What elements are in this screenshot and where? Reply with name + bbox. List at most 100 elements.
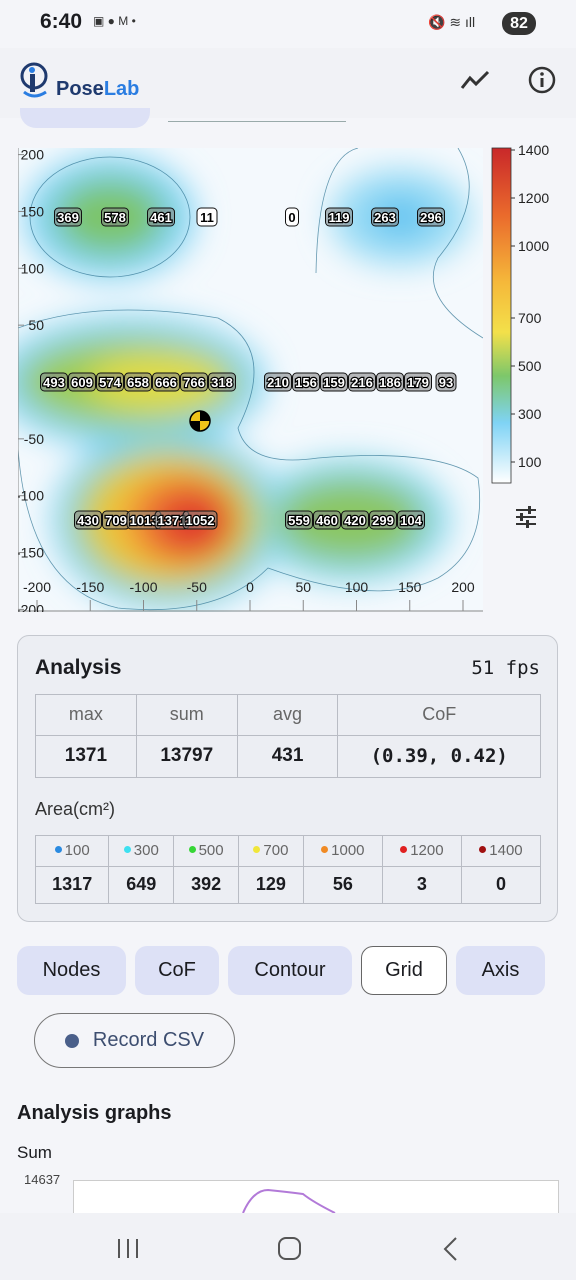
tune-icon[interactable]: [514, 506, 538, 528]
nav-icons[interactable]: [115, 1236, 465, 1262]
fps: 51 fps: [471, 657, 540, 679]
toggle-button[interactable]: Nodes: [17, 946, 126, 995]
node-value: 0: [288, 210, 295, 225]
x-tick-label: 200: [451, 579, 475, 595]
node-box: [264, 372, 292, 392]
y-tick-label: -50: [24, 431, 44, 447]
node-value: 93: [439, 375, 453, 390]
area-dot: [188, 846, 196, 854]
record-button[interactable]: Record CSV: [34, 1013, 235, 1068]
node-value: 609: [71, 375, 93, 390]
toggle-button[interactable]: Grid: [361, 946, 447, 995]
colorbar-label: 1000: [518, 238, 549, 254]
status-time: 6:40: [40, 10, 83, 33]
app-title: PoseLab: [56, 78, 139, 101]
toggle-button[interactable]: Axis: [456, 946, 545, 995]
node-box: [196, 207, 218, 227]
node-value: 559: [288, 513, 310, 528]
area-header: 100: [34, 835, 110, 867]
node-box: [54, 207, 82, 227]
node-value: 493: [43, 375, 65, 390]
y-tick-label: 50: [28, 317, 44, 333]
node-value: 461: [150, 210, 172, 225]
area-header-label: 1000: [331, 842, 365, 860]
node-box: [320, 372, 348, 392]
stats-header: avg: [236, 694, 339, 736]
sum-label: Sum: [17, 1143, 52, 1162]
app-logo: [20, 62, 48, 98]
node-box: [325, 207, 353, 227]
tab-pill[interactable]: [20, 108, 150, 128]
x-tick-label: 50: [295, 579, 311, 595]
node-value: 709: [105, 513, 127, 528]
info-icon[interactable]: [527, 65, 557, 95]
node-value: 1013: [130, 513, 159, 528]
toggle-button[interactable]: Contour: [228, 946, 352, 995]
node-value: 658: [127, 375, 149, 390]
area-dot: [400, 846, 408, 854]
x-tick-label: 150: [398, 579, 422, 595]
node-box: [101, 207, 129, 227]
contours: [18, 148, 483, 611]
node-box: [285, 207, 299, 227]
toggle-button[interactable]: CoF: [135, 946, 219, 995]
area-dot: [321, 846, 329, 854]
colorbar: 1400 1200 1000 700 500 300 100: [491, 144, 549, 484]
node-value: 159: [323, 375, 345, 390]
y-tick-label: 150: [21, 203, 45, 219]
node-box: [376, 372, 404, 392]
area-header: 1200: [381, 835, 462, 867]
colorbar-label: 500: [518, 358, 542, 374]
node-box: [397, 510, 425, 530]
x-tick-label: -100: [129, 579, 157, 595]
heatmap: -200 -150 -100 -50 0 50 100 150 200 200 150 100 50 -5…: [18, 148, 483, 612]
colorbar-label: 1200: [518, 190, 549, 206]
area-table: 100 300 500 700 1000 1200 1400 1317 649 392 129 56 3…: [34, 835, 542, 905]
y-tick-label: -100: [18, 488, 44, 504]
graphs-title: Analysis graphs: [17, 1102, 172, 1124]
x-tick-label: -150: [76, 579, 104, 595]
node-value: 210: [267, 375, 289, 390]
app-title-part: Lab: [103, 78, 140, 100]
area-value: 129: [238, 865, 304, 905]
colorbar-label: 100: [518, 454, 542, 470]
node-value: 179: [407, 375, 429, 390]
area-label: Area(cm²): [35, 799, 115, 819]
area-value: 3: [381, 865, 462, 905]
area-header-label: 500: [198, 842, 224, 860]
area-header-label: 700: [263, 842, 289, 860]
node-value: 369: [57, 210, 79, 225]
area-dot: [253, 846, 261, 854]
node-box: [74, 510, 102, 530]
area-value: 1317: [34, 865, 110, 905]
node-value: 263: [374, 210, 396, 225]
node-box: [182, 510, 218, 530]
area-header: 1400: [460, 835, 542, 867]
node-box: [348, 372, 376, 392]
stats-row: max sum avg CoF: [35, 694, 541, 736]
node-box: [40, 372, 68, 392]
node-box: [369, 510, 397, 530]
analysis-title: Analysis: [35, 656, 122, 679]
colorbar-gradient: [491, 147, 512, 484]
area-dot: [123, 846, 131, 854]
node-value: 299: [372, 513, 394, 528]
stats-value: (0.39, 0.42): [337, 734, 541, 779]
stats-header: sum: [135, 694, 238, 736]
node-value: 578: [104, 210, 126, 225]
node-box: [404, 372, 432, 392]
y-tick-label: 100: [21, 260, 45, 276]
colorbar-label: 700: [518, 310, 542, 326]
y-tick-label: 200: [21, 148, 45, 163]
area-header: 700: [238, 835, 304, 867]
node-value: 296: [420, 210, 442, 225]
graph-icon[interactable]: [460, 68, 490, 92]
node-value: 11: [200, 210, 214, 225]
stats-value: 431: [236, 734, 339, 779]
node-box: [208, 372, 236, 392]
y-tick-label: -200: [18, 601, 44, 612]
y-tick-label: -150: [18, 545, 44, 561]
stats-row: 1371 13797 431 (0.39, 0.42): [35, 734, 541, 779]
